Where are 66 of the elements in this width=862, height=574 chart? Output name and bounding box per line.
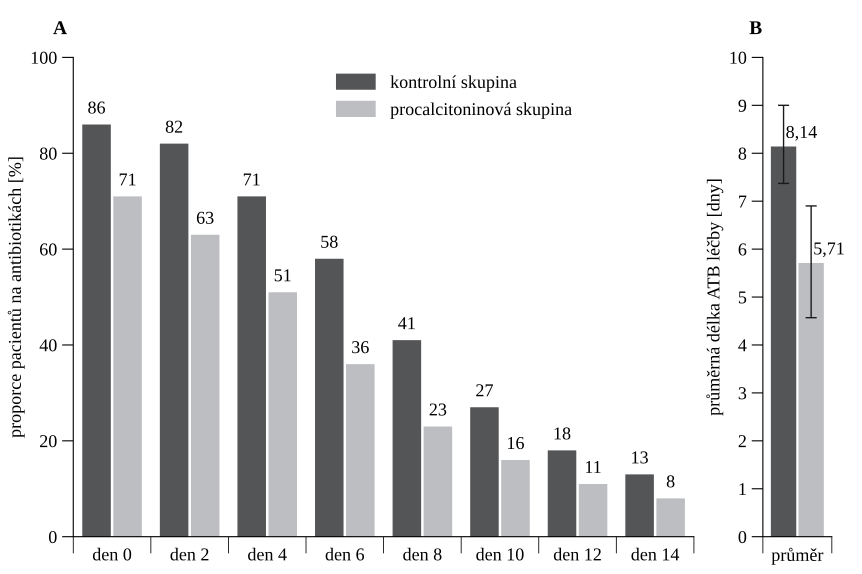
x-tick-label: den 8 — [403, 548, 442, 561]
x-tick-label: den 14 — [631, 548, 680, 561]
data-label: 23 — [430, 403, 446, 416]
x-tick-label: průměr — [772, 548, 824, 565]
y-tick-label: 2 — [738, 435, 746, 448]
data-label: 86 — [88, 101, 106, 114]
y-tick-label: 0 — [48, 530, 57, 544]
data-label: 8 — [666, 475, 674, 488]
bar — [470, 407, 499, 537]
bar — [82, 124, 111, 537]
chart-title: A — [53, 21, 67, 34]
bar — [392, 340, 422, 537]
y-tick-label: 10 — [730, 52, 746, 64]
y-tick-label: 100 — [32, 52, 57, 64]
x-tick-label: den 2 — [170, 548, 208, 561]
x-tick-label: den 6 — [326, 548, 364, 561]
data-label: 41 — [398, 317, 415, 330]
y-axis-title: průměrná délka ATB léčby [dny] — [706, 180, 724, 416]
data-label: 5,71 — [814, 242, 844, 258]
bar — [190, 234, 220, 537]
bar — [346, 364, 375, 537]
data-label: 71 — [244, 173, 260, 186]
bar — [160, 144, 188, 537]
data-label: 51 — [274, 269, 291, 282]
y-tick-label: 3 — [738, 387, 746, 400]
bar — [268, 292, 298, 537]
legend-label: procalcitoninová skupina — [390, 102, 572, 119]
bar — [656, 498, 685, 537]
y-tick-label: 5 — [738, 291, 746, 304]
bar — [625, 474, 654, 537]
data-label: 18 — [554, 427, 570, 440]
x-tick-label: den 12 — [554, 548, 601, 561]
bar — [578, 484, 608, 537]
data-label: 58 — [321, 236, 338, 248]
y-tick-label: 0 — [738, 530, 746, 544]
y-tick-label: 20 — [40, 435, 57, 448]
chart-title: B — [750, 21, 762, 34]
data-label: 82 — [166, 120, 182, 133]
y-tick-label: 9 — [738, 100, 746, 112]
legend-label: kontrolní skupina — [390, 75, 517, 92]
x-tick-label: den 4 — [248, 548, 287, 561]
y-axis-title: proporce pacientů na antibiotikách [%] — [8, 158, 25, 438]
bar — [424, 426, 452, 537]
y-tick-label: 40 — [40, 339, 57, 352]
y-tick-label: 7 — [739, 196, 746, 208]
data-label: 13 — [632, 451, 648, 464]
bar — [113, 196, 142, 537]
data-label: 27 — [476, 384, 493, 396]
data-label: 8,14 — [786, 126, 817, 141]
x-tick-label: den 0 — [92, 548, 132, 561]
y-tick-label: 60 — [40, 243, 57, 256]
bar — [501, 460, 530, 537]
data-label: 63 — [196, 212, 214, 224]
data-label: 11 — [586, 461, 601, 473]
y-tick-label: 80 — [40, 148, 57, 160]
data-label: 16 — [508, 437, 524, 450]
bar — [315, 258, 344, 537]
y-tick-label: 8 — [738, 148, 746, 160]
y-tick-label: 6 — [738, 243, 746, 256]
y-tick-label: 4 — [738, 339, 747, 352]
bar — [237, 196, 266, 537]
data-label: 36 — [352, 341, 369, 354]
bar — [548, 450, 576, 537]
y-tick-label: 1 — [739, 483, 746, 496]
x-tick-label: den 10 — [476, 548, 524, 561]
data-label: 71 — [120, 173, 136, 186]
